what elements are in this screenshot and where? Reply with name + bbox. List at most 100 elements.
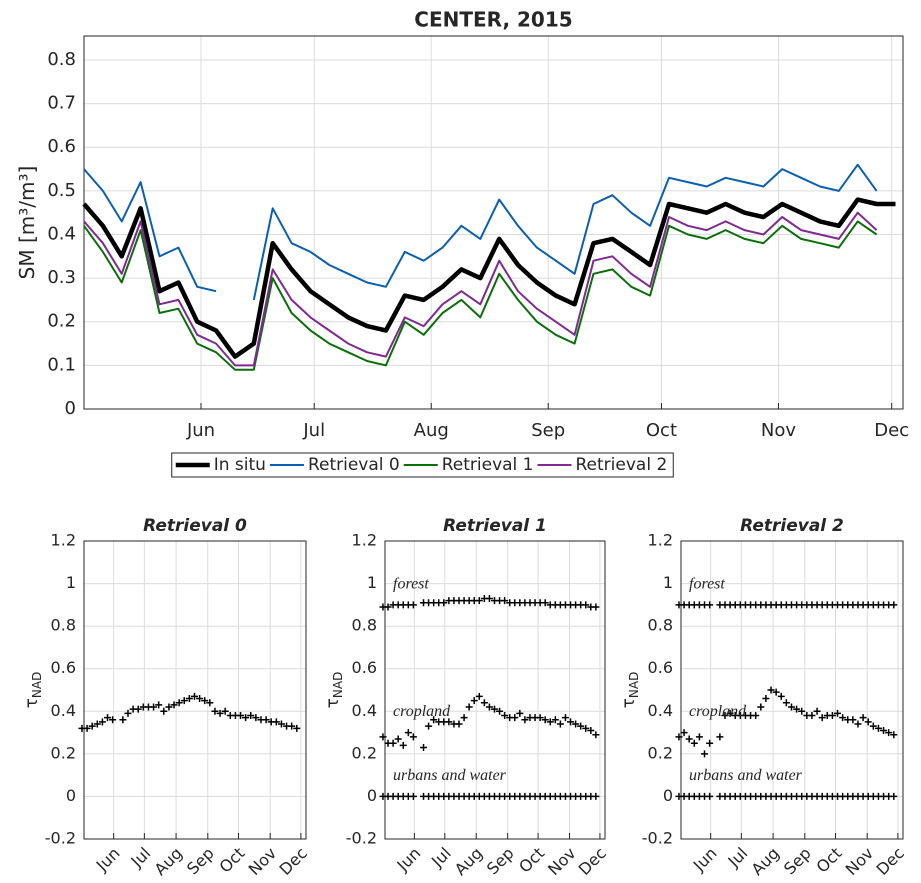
point [890,601,898,609]
x-tick-label: Nov [544,844,580,880]
y-axis-label-symbol: τ [619,698,639,708]
point [582,601,590,609]
plot-area [84,541,306,839]
point [572,720,580,728]
point [511,714,519,722]
x-tick-label: Sep [483,844,518,879]
point [854,720,862,728]
point [885,729,893,737]
point [155,701,163,709]
legend-label: In situ [214,455,266,475]
point [834,709,842,717]
point [465,703,473,711]
y-tick-label: 1.2 [648,531,673,550]
y-tick-label: 0.4 [648,701,673,720]
point [496,707,504,715]
y-tick-label: 0.8 [352,616,377,635]
point [706,601,714,609]
point [384,603,392,611]
plot-frame [384,540,606,840]
point [777,692,785,700]
point [501,712,509,720]
point [828,712,836,720]
point [180,697,188,705]
point [675,733,683,741]
series-annotation: cropland [689,703,747,720]
point [262,716,270,724]
point [839,714,847,722]
point [109,716,117,724]
point [767,686,775,694]
point [440,599,448,607]
y-tick-label: 0.3 [47,267,76,288]
point [460,714,468,722]
series-annotation: forest [689,576,725,593]
point [409,792,417,800]
point [546,718,554,726]
point [716,733,724,741]
point [813,707,821,715]
x-tick-label: Dec [276,844,311,879]
point [201,697,209,705]
point [475,597,483,605]
x-tick-label: Aug [748,844,784,880]
y-tick-label: 0.1 [47,354,76,375]
x-tick-label: Oct [515,844,548,877]
point [93,720,101,728]
x-tick-label: Aug [151,844,187,880]
y-tick-label: 1 [66,573,76,592]
y-axis-label-symbol: τ [323,698,343,708]
point [592,792,600,800]
point [582,724,590,732]
point [485,594,493,602]
point [592,603,600,611]
point [706,739,714,747]
y-tick-label: 0.6 [47,136,76,157]
point [242,714,250,722]
series-line [83,211,878,367]
y-tick-label: 0.4 [352,701,377,720]
x-tick-label: Nov [842,844,878,880]
y-tick-label: 0.7 [47,93,76,114]
point [561,714,569,722]
chart-title: CENTER, 2015 [414,8,572,32]
y-tick-label: 1 [663,573,673,592]
point [247,712,255,720]
y-axis-label-subscript: NAD [331,672,345,698]
y-tick-label: 0.8 [51,616,76,635]
point [701,750,709,758]
x-tick-label: Sep [531,420,565,441]
x-tick-label: Oct [812,844,845,877]
y-axis-label-subscript: NAD [627,672,641,698]
x-tick-label: Aug [451,844,487,880]
y-tick-label: -0.2 [642,829,673,848]
y-tick-label: 0.2 [648,743,673,762]
y-tick-label: 0.8 [47,49,76,70]
y-axis-label-subscript: NAD [30,672,44,698]
point [480,699,488,707]
point [880,726,888,734]
x-tick-label: Sep [183,844,218,879]
point [690,739,698,747]
point [752,712,760,720]
point [455,720,463,728]
x-tick-label: Oct [215,844,248,877]
y-tick-label: 0.4 [47,223,76,244]
x-tick-label: Aug [414,420,449,441]
point [83,724,91,732]
point [425,722,433,730]
series-annotation: cropland [393,703,451,720]
point [221,707,229,715]
y-tick-label: 1.2 [352,531,377,550]
y-axis-label: τNAD [323,672,345,709]
point [592,731,600,739]
x-tick-label: Jun [393,844,425,876]
y-tick-label: -0.2 [346,829,377,848]
point [170,701,178,709]
point [521,716,529,724]
y-axis-label: SM [m³/m³] [15,166,39,280]
point [470,697,478,705]
point [277,720,285,728]
y-axis-label: τNAD [22,672,44,709]
